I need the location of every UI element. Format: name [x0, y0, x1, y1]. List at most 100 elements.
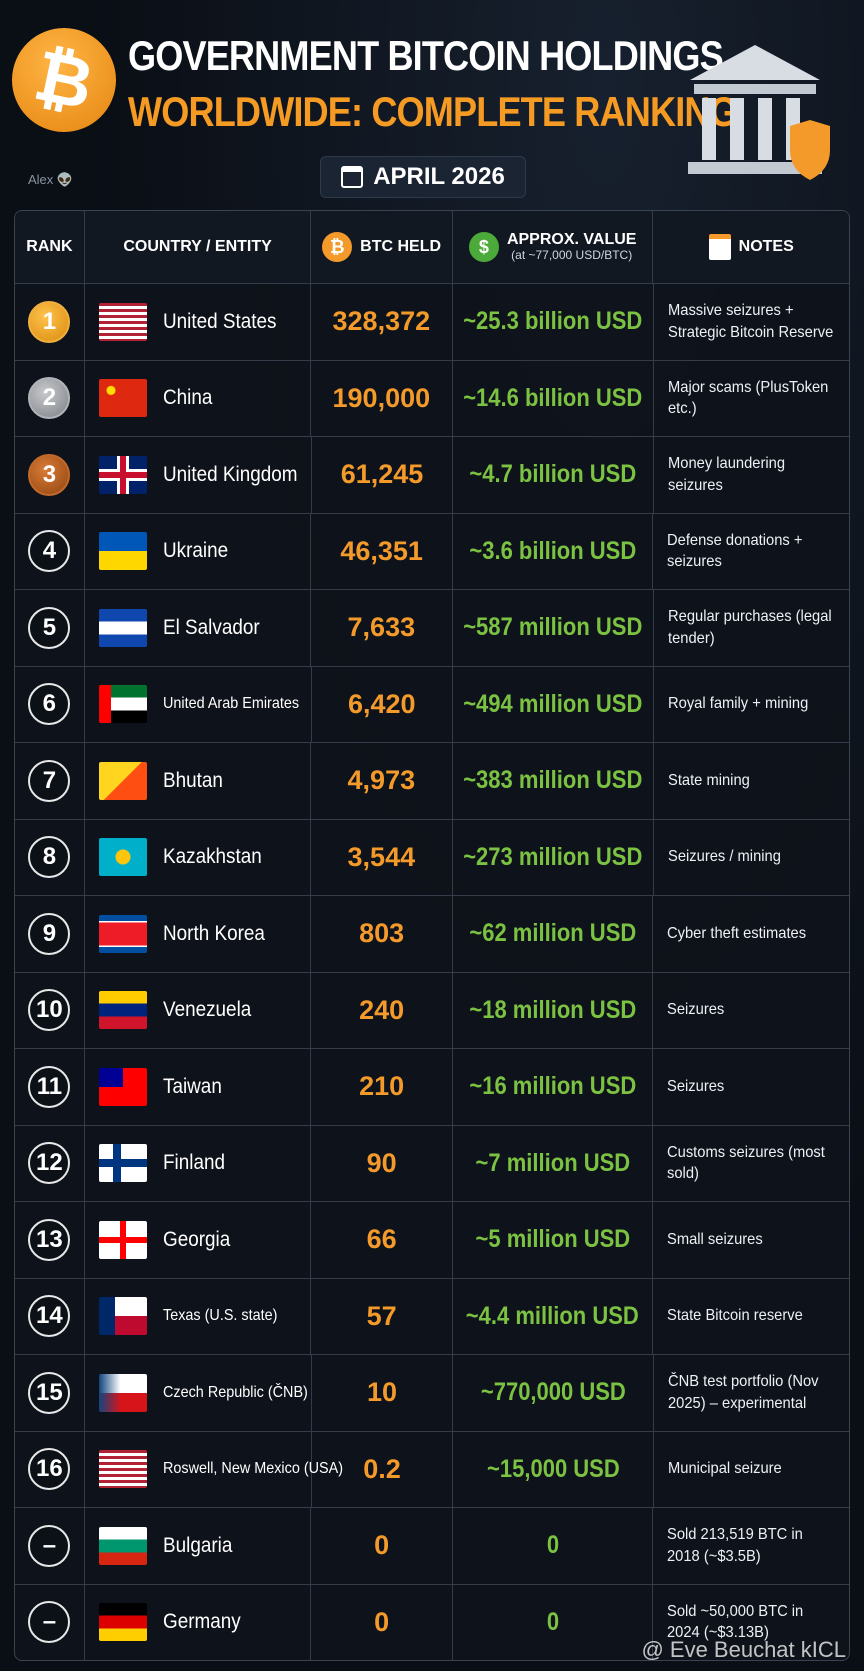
btc-held: 240 [359, 994, 405, 1025]
header-country: COUNTRY / ENTITY [123, 238, 272, 255]
approx-value: 0 [546, 1607, 559, 1636]
approx-value: ~15,000 USD [486, 1454, 620, 1483]
value-cell: ~4.4 million USD [451, 1278, 653, 1354]
approx-value: ~383 million USD [463, 766, 643, 795]
approx-value: ~4.4 million USD [466, 1301, 640, 1330]
btc-cell: 7,633 [310, 590, 452, 666]
note: Municipal seizure [667, 1460, 782, 1478]
note: Cyber theft estimates [667, 924, 807, 942]
rank-cell: 13 [15, 1202, 84, 1278]
rank-badge: 13 [28, 1218, 71, 1261]
calendar-icon [341, 166, 364, 188]
note: Customs seizures (most sold) [667, 1143, 826, 1183]
rank-cell: 11 [15, 1049, 84, 1125]
notes-cell: ČNB test portfolio (Nov 2025) – experime… [652, 1355, 849, 1431]
flag [98, 1067, 147, 1106]
header-rank: RANK [26, 238, 73, 255]
btc-held: 0.2 [363, 1453, 401, 1484]
country-name: Texas (U.S. state) [162, 1307, 278, 1325]
btc-cell: 210 [310, 1049, 452, 1125]
country-name: North Korea [162, 921, 265, 945]
country-name: Roswell, New Mexico (USA) [162, 1460, 343, 1478]
date-badge: APRIL 2026 [320, 156, 526, 198]
country-name: Venezuela [162, 998, 252, 1022]
notes-cell: Sold ~50,000 BTC in 2024 (~$3.13B) [652, 1584, 849, 1660]
country-cell: Texas (U.S. state) [83, 1278, 310, 1354]
country-cell: Finland [83, 1125, 310, 1201]
btc-cell: 190,000 [310, 360, 452, 436]
table-row: 13 Georgia 66 ~5 million USD Small seizures [15, 1201, 849, 1278]
btc-cell: 240 [310, 972, 452, 1048]
header-cell: $ APPROX. VALUE (at ~77,000 USD/BTC) [451, 211, 653, 283]
rank-cell: 3 [15, 437, 84, 513]
bank-icon [688, 45, 830, 180]
btc-cell: 328,372 [310, 284, 452, 360]
value-cell: ~383 million USD [451, 743, 653, 819]
btc-held: 7,633 [347, 612, 416, 643]
title-line-2: WORLDWIDE: COMPLETE RANKING [128, 88, 738, 135]
usd-icon: $ [468, 232, 499, 262]
note: Royal family + mining [667, 695, 809, 713]
approx-value: ~14.6 billion USD [463, 383, 643, 412]
rank-cell: 2 [15, 361, 84, 437]
country-cell: Bulgaria [83, 1508, 310, 1584]
header-cell: ₿ BTC HELD [310, 211, 452, 283]
notes-cell: Cyber theft estimates [652, 896, 849, 972]
btc-held: 0 [374, 1606, 390, 1637]
value-cell: 0 [451, 1584, 653, 1660]
country-name: Czech Republic (ČNB) [162, 1383, 308, 1401]
header-cell: RANK [15, 211, 84, 283]
country-cell: Kazakhstan [83, 819, 310, 895]
table-row: 11 Taiwan 210 ~16 million USD Seizures [15, 1048, 849, 1125]
table-row: 6 United Arab Emirates 6,420 ~494 million U… [15, 665, 849, 742]
country-cell: El Salvador [83, 590, 310, 666]
notes-cell: Massive seizures + Strategic Bitcoin Res… [652, 284, 849, 360]
value-cell: ~5 million USD [451, 1202, 653, 1278]
flag [98, 914, 147, 953]
note: Seizures [667, 1001, 725, 1019]
title-line-1: GOVERNMENT BITCOIN HOLDINGS [128, 32, 724, 79]
header-value-note: (at ~77,000 USD/BTC) [511, 248, 633, 263]
notes-cell: Royal family + mining [652, 666, 849, 742]
value-cell: ~494 million USD [451, 666, 653, 742]
country-cell: Taiwan [83, 1049, 310, 1125]
rank-cell: 16 [15, 1432, 84, 1508]
notes-cell: State Bitcoin reserve [652, 1278, 849, 1354]
country-cell: Bhutan [83, 743, 310, 819]
btc-cell: 3,544 [310, 819, 452, 895]
flag [98, 608, 147, 647]
country-name: Ukraine [162, 539, 228, 563]
country-cell: Ukraine [83, 513, 310, 589]
country-cell: Czech Republic (ČNB) [83, 1355, 311, 1431]
rank-cell: 7 [15, 743, 84, 819]
value-cell: ~16 million USD [451, 1049, 653, 1125]
btc-cell: 0.2 [310, 1431, 453, 1507]
rank-cell: – [15, 1508, 84, 1584]
btc-held: 4,973 [347, 765, 416, 796]
header-cell: NOTES [652, 211, 849, 283]
value-cell: ~7 million USD [451, 1125, 653, 1201]
btc-cell: 57 [310, 1278, 452, 1354]
country-name: Kazakhstan [162, 845, 262, 869]
table-row: 5 El Salvador 7,633 ~587 million USD Regular… [15, 589, 849, 666]
approx-value: ~494 million USD [463, 689, 643, 718]
rank-badge: 10 [28, 989, 71, 1032]
rank-badge: 12 [28, 1142, 71, 1185]
country-name: Germany [162, 1610, 241, 1634]
country-cell: China [83, 360, 310, 436]
note: Major scams (PlusToken etc.) [667, 378, 828, 418]
notes-cell: Regular purchases (legal tender) [652, 590, 849, 666]
country-name: El Salvador [162, 615, 260, 639]
btc-cell: 90 [310, 1125, 452, 1201]
table-row: 8 Kazakhstan 3,544 ~273 million USD Seizures… [15, 818, 849, 895]
rank-badge: 6 [28, 683, 71, 726]
rank-cell: 1 [15, 284, 84, 360]
approx-value: 0 [546, 1531, 559, 1560]
btc-cell: 6,420 [310, 666, 452, 742]
notes-cell: Customs seizures (most sold) [652, 1125, 849, 1201]
country-cell: North Korea [83, 896, 310, 972]
value-cell: ~3.6 billion USD [451, 513, 653, 589]
rank-badge: 4 [28, 530, 71, 573]
bitcoin-logo: ₿ [2, 18, 126, 142]
